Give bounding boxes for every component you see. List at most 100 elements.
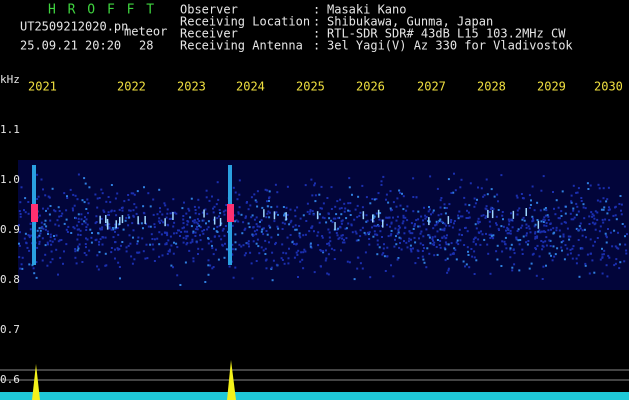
noise-dot: [412, 228, 415, 230]
noise-dot: [311, 210, 314, 213]
noise-dot: [349, 202, 352, 205]
noise-dot: [66, 195, 68, 198]
noise-dot: [492, 234, 495, 237]
noise-dot: [474, 202, 477, 205]
noise-dot: [72, 193, 75, 196]
noise-dot: [409, 244, 412, 247]
noise-dot: [609, 231, 612, 234]
noise-dot: [382, 247, 385, 250]
noise-dot: [246, 242, 249, 245]
noise-dot: [221, 243, 224, 246]
noise-dot: [515, 236, 518, 239]
noise-dot: [353, 278, 356, 281]
noise-dot: [125, 246, 128, 249]
noise-dot: [204, 281, 207, 283]
noise-dot: [607, 209, 610, 212]
noise-dot: [178, 229, 181, 232]
noise-dot: [355, 232, 358, 235]
noise-dot: [168, 250, 171, 253]
noise-dot: [20, 263, 23, 266]
noise-dot: [330, 186, 333, 189]
noise-dot: [57, 240, 60, 243]
noise-dot: [95, 215, 98, 218]
noise-dot: [298, 234, 301, 237]
noise-dot: [96, 265, 99, 268]
noise-dot: [468, 216, 471, 219]
noise-dot: [495, 215, 498, 218]
noise-dot: [417, 250, 420, 253]
noise-dot: [561, 249, 563, 252]
noise-dot: [38, 240, 41, 243]
noise-dot: [626, 233, 628, 236]
noise-dot: [195, 241, 198, 244]
noise-dot: [382, 252, 385, 255]
noise-dot: [46, 230, 49, 233]
noise-dot: [544, 240, 547, 243]
noise-dot: [112, 236, 115, 239]
noise-dot: [114, 197, 117, 200]
noise-dot: [322, 250, 325, 253]
noise-dot: [74, 248, 77, 250]
noise-dot: [193, 205, 196, 208]
noise-dot: [146, 257, 149, 260]
noise-dot: [483, 238, 486, 241]
noise-dot: [428, 208, 431, 211]
noise-dot: [255, 223, 258, 226]
noise-dot: [495, 222, 497, 225]
noise-dot: [223, 256, 226, 259]
noise-dot: [453, 220, 456, 222]
field-label: Observer: [180, 3, 238, 17]
noise-dot: [398, 246, 401, 249]
noise-dot: [473, 256, 476, 259]
noise-dot: [182, 218, 185, 221]
noise-dot: [507, 228, 510, 231]
noise-dot: [319, 249, 322, 251]
noise-dot: [291, 241, 294, 244]
noise-dot: [581, 229, 584, 232]
noise-dot: [420, 230, 423, 233]
noise-dot: [432, 239, 434, 242]
noise-dot: [298, 232, 301, 235]
noise-dot: [123, 200, 126, 203]
noise-dot: [425, 266, 428, 269]
noise-dot: [474, 243, 477, 246]
echo: [537, 220, 540, 229]
noise-dot: [36, 198, 39, 200]
noise-dot: [429, 175, 432, 178]
noise-dot: [166, 208, 169, 211]
noise-dot: [87, 212, 89, 215]
noise-dot: [270, 206, 273, 209]
noise-dot: [114, 230, 116, 233]
noise-dot: [614, 206, 616, 209]
noise-dot: [414, 223, 416, 225]
noise-dot: [529, 231, 532, 234]
noise-dot: [74, 256, 77, 259]
noise-dot: [77, 220, 80, 223]
noise-dot: [81, 261, 84, 263]
noise-dot: [102, 236, 105, 239]
noise-dot: [151, 243, 154, 246]
noise-dot: [572, 184, 575, 187]
noise-dot: [366, 231, 369, 234]
noise-dot: [566, 253, 569, 256]
noise-dot: [108, 226, 111, 229]
noise-dot: [255, 260, 258, 262]
noise-dot: [392, 216, 394, 219]
noise-dot: [48, 213, 51, 216]
noise-dot: [302, 234, 305, 237]
noise-dot: [388, 216, 391, 219]
noise-dot: [76, 224, 79, 227]
noise-dot: [276, 205, 279, 208]
noise-dot: [373, 215, 376, 218]
noise-dot: [111, 227, 114, 229]
noise-dot: [408, 230, 411, 233]
noise-dot: [116, 227, 119, 230]
noise-dot: [117, 233, 120, 236]
noise-dot: [527, 225, 530, 228]
noise-dot: [255, 200, 258, 203]
noise-dot: [57, 273, 59, 276]
count: 28: [139, 39, 153, 53]
noise-dot: [575, 257, 578, 260]
noise-dot: [327, 242, 330, 245]
noise-dot: [599, 225, 602, 228]
